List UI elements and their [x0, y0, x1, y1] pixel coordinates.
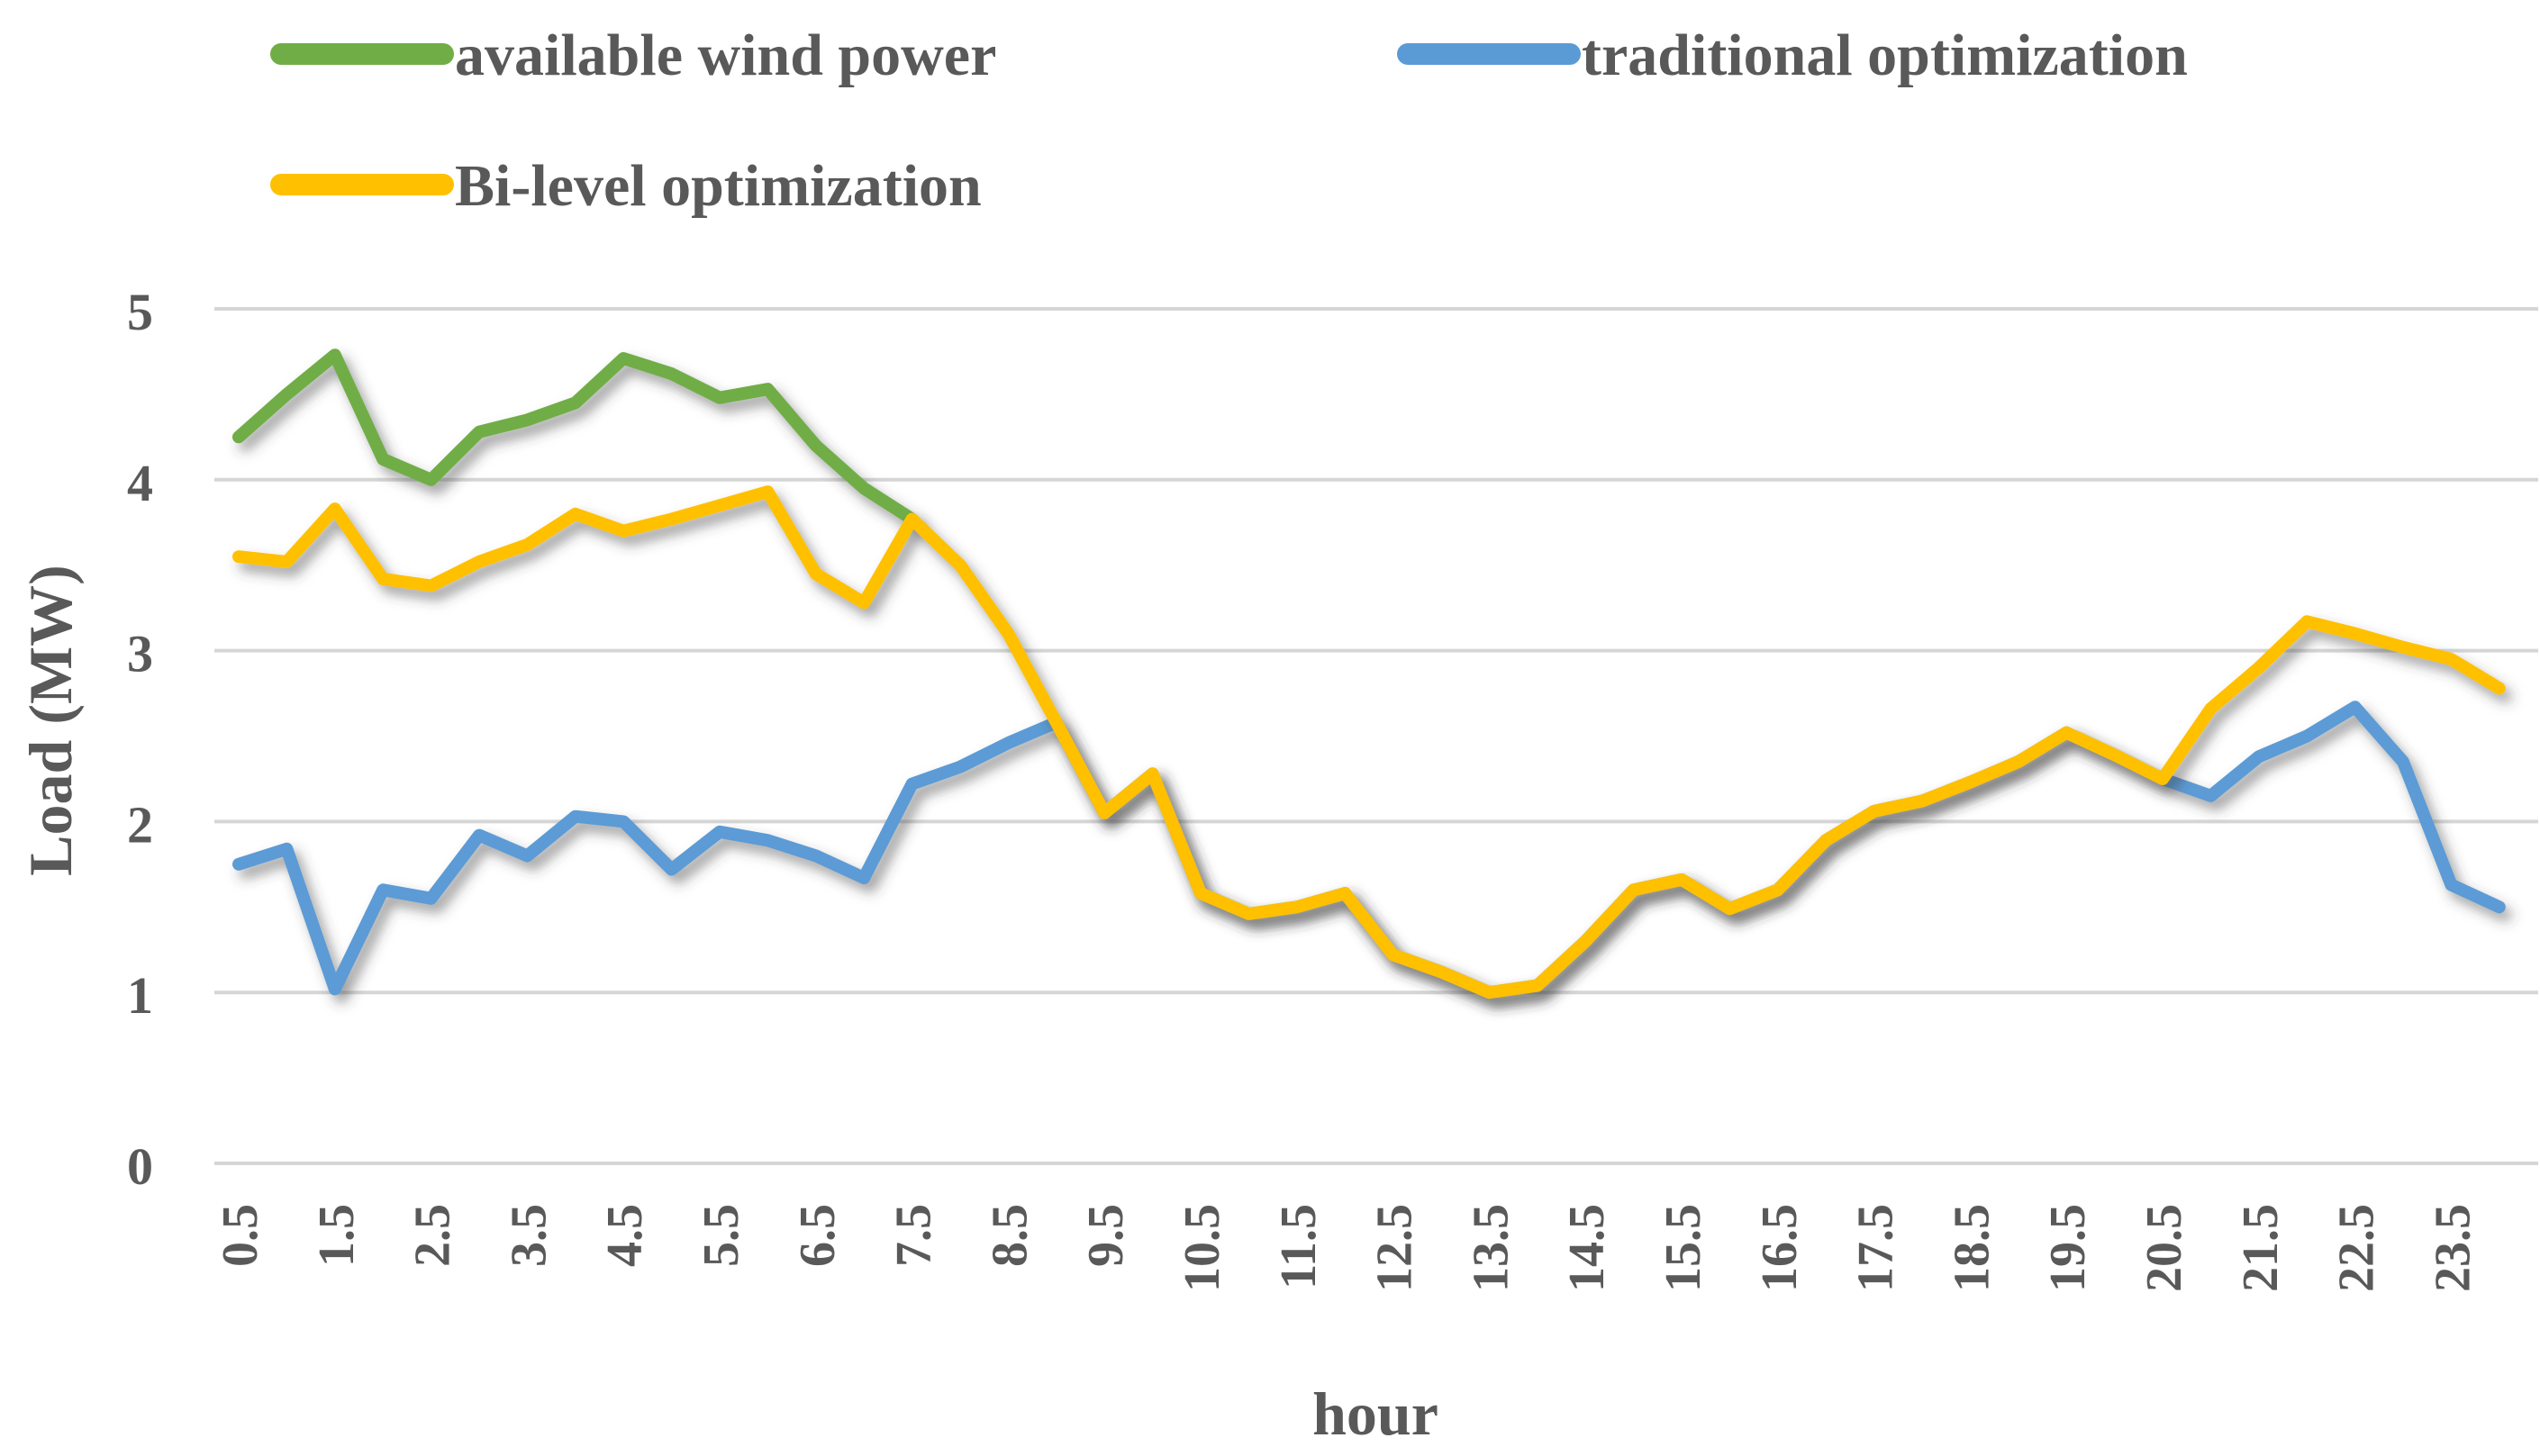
y-tick-label: 3 [127, 625, 153, 683]
x-tick-label: 15.5 [1656, 1204, 1711, 1292]
y-tick-label: 1 [127, 966, 153, 1025]
x-tick-label: 9.5 [1078, 1204, 1134, 1267]
y-tick-label: 5 [127, 283, 153, 341]
x-tick-label: 11.5 [1271, 1204, 1327, 1289]
series-line-available-wind-power [232, 348, 919, 526]
y-tick-label: 2 [127, 795, 153, 854]
legend-item-bi-level-optimization: Bi-level optimization [270, 153, 982, 219]
x-tick-label: 1.5 [309, 1204, 365, 1267]
x-tick-label: 16.5 [1752, 1204, 1808, 1292]
y-axis-title: Load (MW) [16, 565, 85, 876]
y-tick-label: 0 [127, 1137, 153, 1196]
x-tick-label: 23.5 [2425, 1204, 2481, 1292]
x-tick-label: 20.5 [2136, 1204, 2192, 1292]
x-tick-label: 4.5 [597, 1204, 653, 1267]
x-tick-label: 21.5 [2233, 1204, 2289, 1292]
y-axis-tick-labels: 0 1 2 3 4 5 [127, 283, 153, 1196]
legend-item-available-wind-power: available wind power [270, 23, 996, 88]
legend-label: available wind power [455, 23, 996, 88]
x-tick-label: 14.5 [1559, 1204, 1615, 1292]
x-axis-tick-labels: 0.5 1.5 2.5 3.5 4.5 5.5 6.5 7.5 8.5 9.5 10.5 11.5 12… [213, 1204, 2481, 1292]
series-line-bi-level-optimization [232, 485, 2506, 999]
x-tick-label: 19.5 [2040, 1204, 2096, 1292]
x-tick-label: 12.5 [1367, 1204, 1423, 1292]
y-tick-label: 4 [127, 454, 153, 512]
x-tick-label: 0.5 [213, 1204, 268, 1267]
x-tick-label: 3.5 [501, 1204, 557, 1267]
x-tick-label: 13.5 [1463, 1204, 1519, 1292]
x-tick-label: 8.5 [982, 1204, 1038, 1267]
series-line-traditional-optimization [232, 701, 2506, 999]
legend-item-traditional-optimization: traditional optimization [1397, 23, 2188, 88]
series-lines [232, 348, 2506, 999]
legend: available wind power traditional optimiz… [270, 23, 2188, 219]
x-axis-title: hour [1312, 1379, 1438, 1448]
x-tick-label: 18.5 [1944, 1204, 2000, 1292]
x-tick-label: 22.5 [2329, 1204, 2385, 1292]
x-tick-label: 6.5 [790, 1204, 846, 1267]
x-tick-label: 10.5 [1175, 1204, 1230, 1292]
x-tick-label: 17.5 [1848, 1204, 1904, 1292]
legend-label: traditional optimization [1582, 23, 2188, 88]
legend-label: Bi-level optimization [455, 153, 982, 219]
x-tick-label: 5.5 [694, 1204, 749, 1267]
x-tick-label: 7.5 [886, 1204, 942, 1267]
x-tick-label: 2.5 [405, 1204, 461, 1267]
